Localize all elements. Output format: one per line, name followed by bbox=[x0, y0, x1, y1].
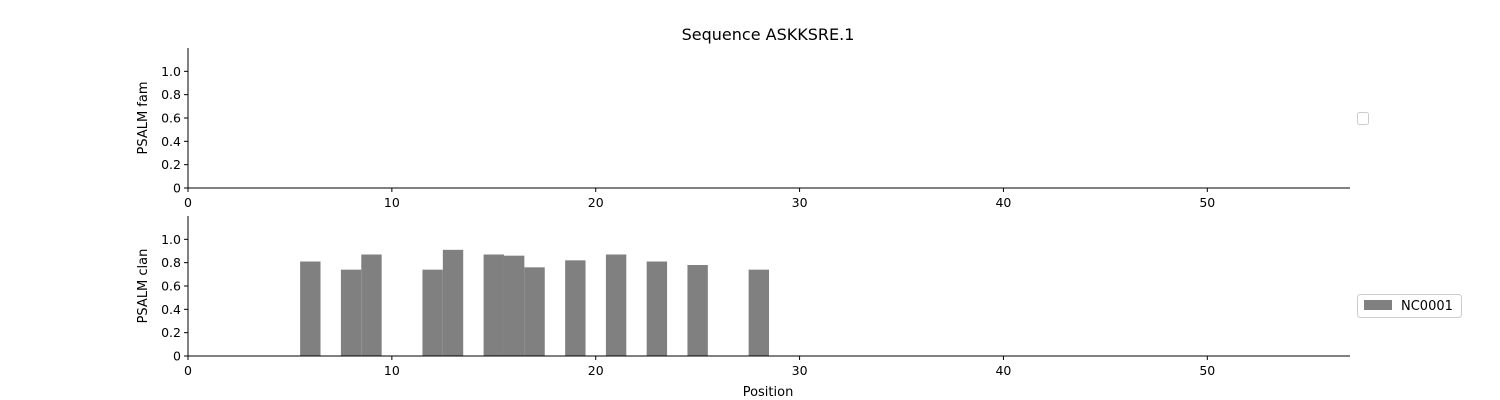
x-tick-label: 30 bbox=[792, 195, 808, 210]
y-tick-label: 0 bbox=[173, 349, 181, 364]
x-tick-label: 50 bbox=[1199, 363, 1215, 378]
y-tick-label: 1.0 bbox=[161, 64, 181, 79]
bar-0-7 bbox=[524, 267, 545, 356]
chart-title: Sequence ASKKSRE.1 bbox=[682, 25, 855, 44]
x-tick-label: 40 bbox=[995, 363, 1011, 378]
x-axis-label: Position bbox=[743, 385, 794, 400]
bar-0-5 bbox=[483, 254, 504, 356]
bar-0-0 bbox=[300, 261, 321, 356]
bar-0-12 bbox=[748, 269, 769, 356]
x-tick-label: 0 bbox=[184, 195, 192, 210]
panel-psalm-clan: 0 10 20 30 40 50 0 0.2 0.4 0.6 0.8 1.0 PSALM clan bbox=[136, 216, 1350, 378]
bar-0-8 bbox=[565, 260, 586, 356]
bar-0-9 bbox=[605, 254, 627, 356]
bar-0-10 bbox=[646, 261, 668, 356]
y-tick-label: 0.4 bbox=[161, 302, 181, 317]
y-tick-label: 0.2 bbox=[161, 157, 181, 172]
bar-0-4 bbox=[442, 249, 464, 356]
legend-bottom: NC0001 bbox=[1357, 294, 1462, 318]
legend-label-nc0001: NC0001 bbox=[1401, 299, 1453, 314]
y-axis-label: PSALM clan bbox=[136, 249, 151, 324]
x-tick-label: 50 bbox=[1199, 195, 1215, 210]
bar-0-3 bbox=[422, 269, 443, 356]
bar-0-6 bbox=[503, 255, 525, 356]
bar-0-11 bbox=[687, 265, 708, 356]
y-tick-label: 0.8 bbox=[161, 255, 181, 270]
x-tick-label: 0 bbox=[184, 363, 192, 378]
y-tick-label: 1.0 bbox=[161, 232, 181, 247]
x-tick-label: 10 bbox=[384, 363, 400, 378]
y-tick-label: 0.6 bbox=[161, 111, 181, 126]
x-tick-label: 40 bbox=[995, 195, 1011, 210]
x-tick-label: 20 bbox=[588, 195, 604, 210]
bar-0-1 bbox=[340, 269, 362, 356]
y-tick-label: 0.6 bbox=[161, 279, 181, 294]
legend-top-empty bbox=[1357, 112, 1369, 125]
y-tick-label: 0.2 bbox=[161, 325, 181, 340]
x-tick-label: 30 bbox=[792, 363, 808, 378]
y-tick-label: 0.4 bbox=[161, 134, 181, 149]
legend-swatch bbox=[1364, 300, 1392, 310]
y-axis-label: PSALM fam bbox=[136, 81, 151, 154]
x-tick-label: 10 bbox=[384, 195, 400, 210]
y-tick-label: 0.8 bbox=[161, 87, 181, 102]
y-tick-label: 0 bbox=[173, 181, 181, 196]
panel-psalm-fam: 0 10 20 30 40 50 0 0.2 0.4 0.6 0.8 1.0 PSALM fam bbox=[136, 48, 1350, 210]
bar-0-2 bbox=[361, 254, 382, 356]
x-tick-label: 20 bbox=[588, 363, 604, 378]
